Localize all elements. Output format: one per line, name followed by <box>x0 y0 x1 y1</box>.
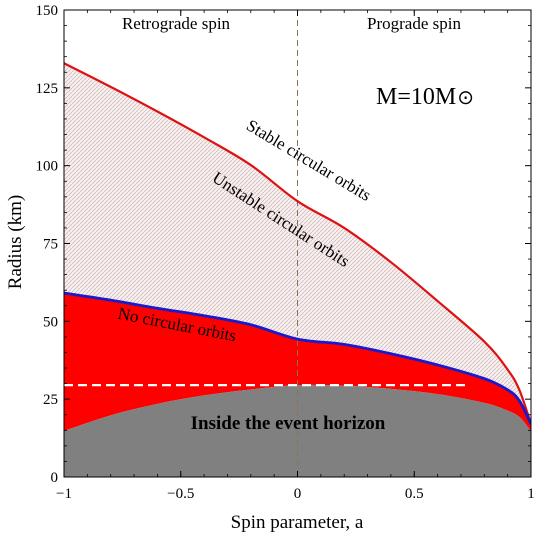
y-tick-label: 0 <box>51 470 59 486</box>
y-axis-title: Radius (km) <box>5 195 26 289</box>
y-tick-label: 100 <box>36 159 59 175</box>
y-tick-label: 125 <box>36 81 59 97</box>
y-tick-label: 50 <box>43 314 58 330</box>
x-tick-label: 1 <box>527 486 535 502</box>
y-tick-label: 25 <box>43 392 58 408</box>
mass-label-prefix: M=10M <box>376 84 456 110</box>
y-tick-label: 150 <box>36 3 59 19</box>
x-tick-label: 0.5 <box>405 486 424 502</box>
x-tick-label: −1 <box>56 486 72 502</box>
y-tick-label: 75 <box>43 237 58 253</box>
x-tick-label: 0 <box>294 486 302 502</box>
prograde-label: Prograde spin <box>367 14 461 33</box>
no-orbit-boundary-curve <box>64 291 531 425</box>
x-axis-title: Spin parameter, a <box>231 512 364 533</box>
horizon-label: Inside the event horizon <box>191 413 386 434</box>
stable-orbit-curve <box>64 62 531 425</box>
sun-symbol: ⊙ <box>457 87 474 109</box>
retrograde-label: Retrograde spin <box>122 14 231 33</box>
x-tick-label: −0.5 <box>167 486 194 502</box>
mass-label: M=10M⊙ <box>376 84 474 110</box>
axis-ticks: −1 −0.5 0 0.5 1 0 25 50 75 100 125 150 <box>36 3 535 502</box>
